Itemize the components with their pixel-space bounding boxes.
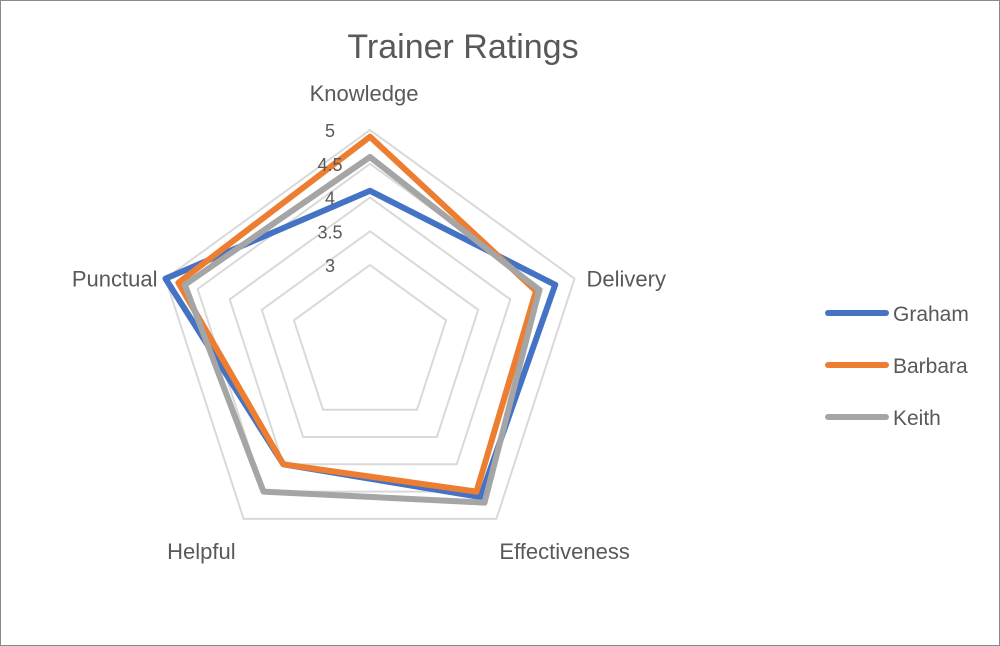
series-line-barbara: [175, 133, 539, 495]
legend-label-keith: Keith: [893, 407, 941, 430]
legend: Graham Barbara Keith: [825, 303, 969, 430]
category-labels: Knowledge Delivery Effectiveness Helpful Pun…: [72, 81, 666, 564]
category-label-effectiveness: Effectiveness: [499, 539, 629, 564]
series-line-keith: [181, 154, 543, 506]
grid-ring-4: [164, 128, 576, 520]
series-layer: [162, 133, 559, 506]
category-label-delivery: Delivery: [587, 267, 666, 292]
grid-ring-2: [228, 196, 512, 466]
grid-ring-0: [292, 263, 448, 411]
tick-label: 5: [325, 121, 335, 141]
chart-title: Trainer Ratings: [347, 28, 578, 66]
radar-grid: [164, 128, 576, 520]
category-label-helpful: Helpful: [167, 539, 235, 564]
tick-labels: 3 3.5 4 4.5 5: [317, 121, 342, 276]
tick-label: 4.5: [317, 155, 342, 175]
tick-label: 3.5: [317, 222, 342, 242]
tick-label: 4: [325, 189, 335, 209]
tick-label: 3: [325, 256, 335, 276]
category-label-punctual: Punctual: [72, 267, 158, 292]
category-label-knowledge: Knowledge: [310, 81, 419, 106]
legend-label-graham: Graham: [893, 303, 969, 326]
legend-label-barbara: Barbara: [893, 355, 968, 378]
grid-ring-1: [260, 230, 480, 438]
